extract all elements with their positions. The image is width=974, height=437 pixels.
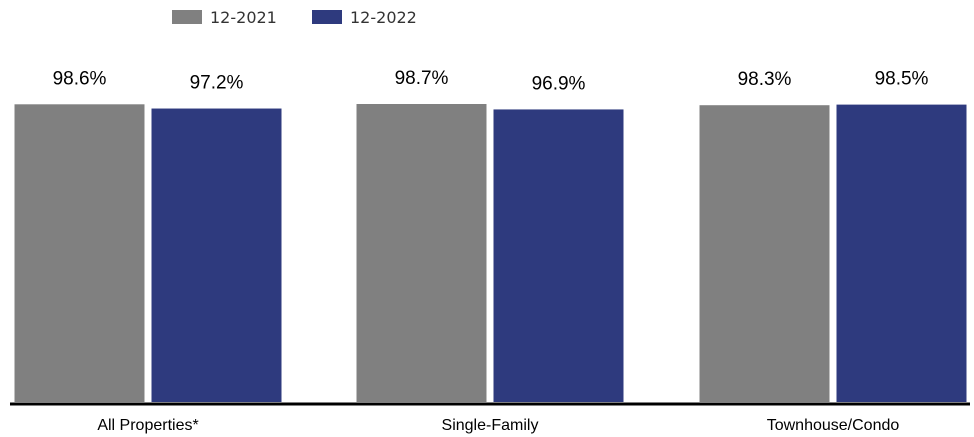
bar-2-3 xyxy=(836,104,967,402)
legend-label-1: 12-2021 xyxy=(210,8,277,27)
category-label-1: All Properties* xyxy=(97,417,198,434)
data-labels: 98.6% 97.2% 98.7% 96.9% 98.3% 98.5% xyxy=(53,68,929,94)
data-label-2-2: 96.9% xyxy=(532,73,586,94)
data-label-1-1: 98.6% xyxy=(53,68,107,89)
category-label-2: Single-Family xyxy=(442,417,539,434)
bar-1-3 xyxy=(699,105,830,402)
legend-swatch-2 xyxy=(312,10,342,24)
legend-label-2: 12-2022 xyxy=(350,8,417,27)
bar-1-2 xyxy=(356,104,487,402)
bar-1-1 xyxy=(14,104,145,402)
data-label-1-3: 98.3% xyxy=(738,69,792,90)
category-label-3: Townhouse/Condo xyxy=(767,417,900,434)
bar-2-1 xyxy=(151,108,282,403)
bars xyxy=(14,104,967,403)
data-label-1-2: 98.7% xyxy=(395,68,449,89)
category-labels: All Properties* Single-Family Townhouse/Co… xyxy=(97,417,899,434)
legend: 12-2021 12-2022 xyxy=(172,8,417,27)
data-label-2-1: 97.2% xyxy=(190,73,244,94)
legend-swatch-1 xyxy=(172,10,202,24)
bar-2-2 xyxy=(493,109,624,403)
data-label-2-3: 98.5% xyxy=(875,69,929,90)
